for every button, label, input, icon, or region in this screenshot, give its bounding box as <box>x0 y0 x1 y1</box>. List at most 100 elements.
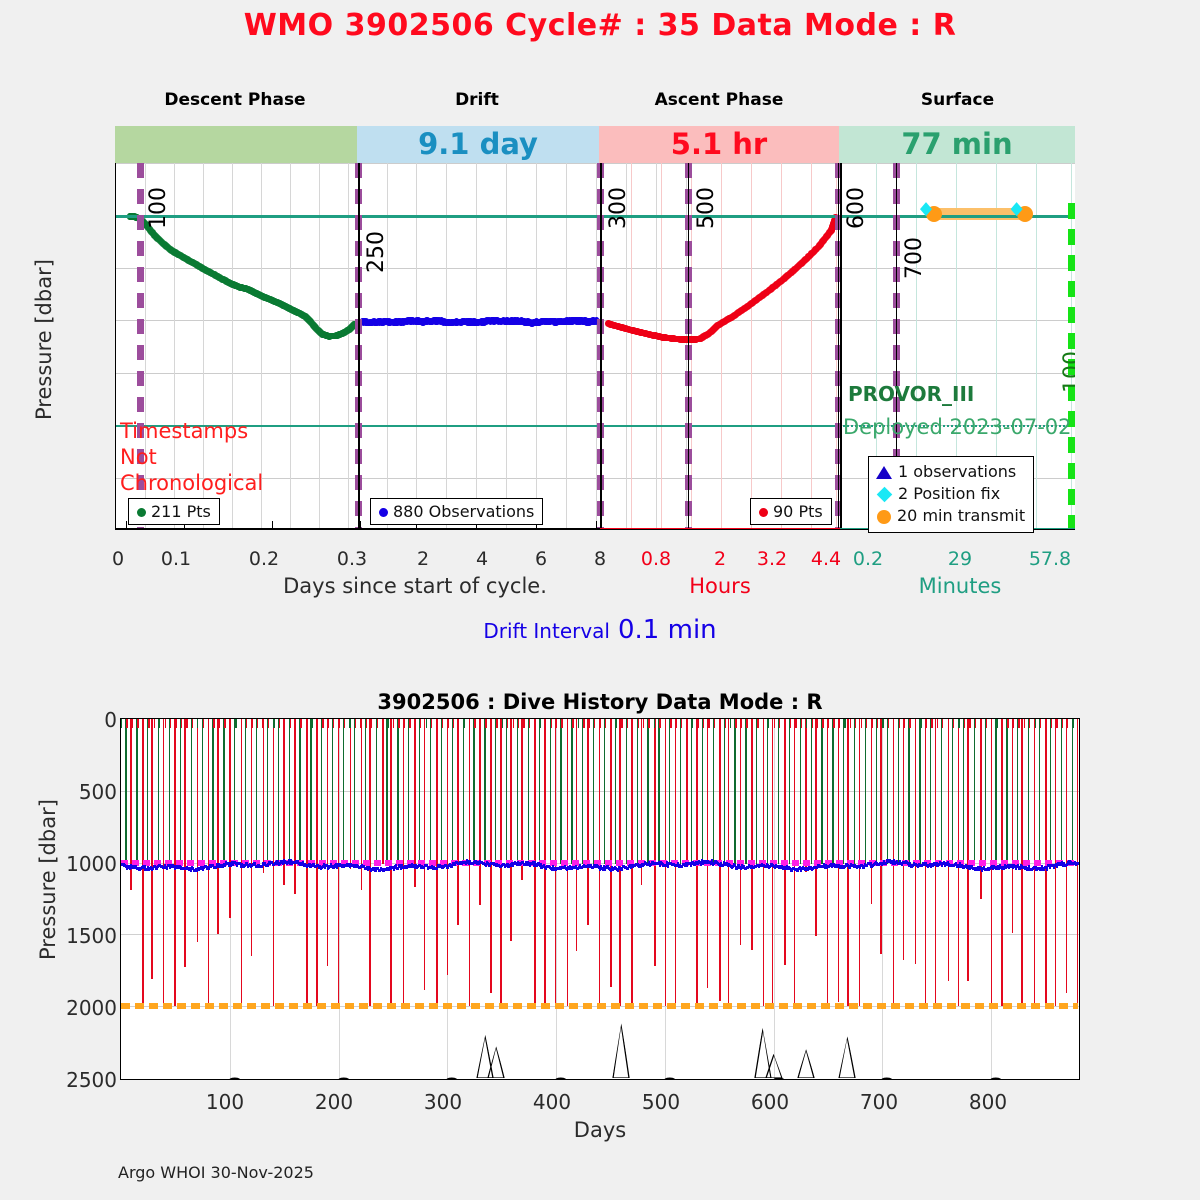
cycle-number-label: 10 <box>226 1077 246 1079</box>
drift-trace-point <box>545 864 548 869</box>
cycle-tick <box>159 719 161 728</box>
drift-trace-point <box>236 863 239 867</box>
descent-line <box>560 719 562 864</box>
drift-trace-point <box>504 864 507 868</box>
drift-trace-point <box>602 867 605 871</box>
cycle-number-label: 40 <box>552 1077 572 1079</box>
cycle-tick <box>153 719 155 728</box>
drift-trace-point <box>891 861 894 865</box>
drift-trace-point <box>1061 861 1064 865</box>
cycle-tick <box>278 719 281 728</box>
drift-trace-point <box>366 868 370 872</box>
cycle-tick <box>844 719 846 728</box>
marker-label-600: 600 <box>844 187 869 229</box>
descent-line <box>353 719 356 864</box>
drift-trace-point <box>533 863 536 867</box>
ascent-line <box>196 719 199 942</box>
top-xtick-m1: 29 <box>947 548 973 570</box>
drift-trace-point <box>735 866 738 870</box>
drift-trace-point <box>676 862 679 866</box>
drift-trace-point <box>260 864 263 869</box>
drift-trace-point <box>369 866 372 871</box>
drift-trace-point <box>479 860 482 865</box>
drift-trace-point <box>617 868 620 872</box>
drift-trace-point <box>182 866 185 871</box>
descent-line <box>212 719 214 864</box>
drift-trace-point <box>240 864 243 868</box>
drift-trace-point <box>152 864 156 869</box>
ascent-line <box>880 719 882 955</box>
drift-trace-point <box>330 864 333 868</box>
drift-trace-point <box>754 864 757 868</box>
drift-trace-point <box>539 863 542 867</box>
gridline-v <box>566 163 567 529</box>
drift-trace-point <box>977 867 981 871</box>
cycle-tick <box>735 719 737 728</box>
cycle-tick <box>849 719 851 728</box>
drift-trace-point <box>667 864 670 868</box>
drift-trace-point <box>1055 864 1058 868</box>
ascent-line <box>457 719 459 926</box>
cycle-tick <box>1056 719 1058 728</box>
gridline-v-hours <box>691 163 692 529</box>
drift-trace-point <box>834 865 837 869</box>
descent-line <box>658 719 660 864</box>
drift-trace-point <box>525 862 528 867</box>
cycle-tick <box>267 719 270 728</box>
footer-text: Argo WHOI 30-Nov-2025 <box>118 1163 314 1182</box>
drift-trace-point <box>609 868 612 872</box>
gridline-v-hours <box>631 163 632 529</box>
cycle-tick <box>686 719 688 728</box>
marker-label-700: 700 <box>902 237 927 279</box>
bottom-xtick-4: 500 <box>641 1090 681 1114</box>
drift-trace-point <box>577 866 580 870</box>
drift-trace-point <box>751 864 754 869</box>
ascent-line <box>751 719 753 950</box>
cycle-tick <box>1072 719 1074 728</box>
cycle-tick <box>643 719 645 728</box>
cycle-tick <box>420 719 422 728</box>
cycle-tick <box>425 719 427 728</box>
ascent-line <box>640 719 643 886</box>
cycle-tick <box>963 719 966 728</box>
cycle-tick <box>887 719 890 728</box>
descent-line <box>875 719 878 864</box>
descent-line <box>864 719 867 864</box>
drift-trace-point <box>477 861 480 865</box>
ascent-line <box>283 719 285 885</box>
drift-trace-point <box>292 860 295 865</box>
cycle-tick <box>191 719 194 728</box>
drift-trace-point <box>1068 860 1071 864</box>
gridline-v <box>476 163 477 529</box>
drift-trace-point <box>700 862 703 866</box>
drift-trace-point <box>308 863 311 867</box>
drift-trace-point <box>666 861 669 865</box>
cycle-tick <box>952 719 955 728</box>
cycle-tick <box>284 719 286 728</box>
drift-trace-point <box>1007 865 1010 870</box>
drift-trace-point <box>1015 866 1018 870</box>
drift-trace-point <box>306 864 309 869</box>
descent-line <box>973 719 975 864</box>
descent-line <box>995 719 997 864</box>
drift-trace-point <box>540 865 543 869</box>
drift-trace-point <box>646 862 650 867</box>
cycle-tick <box>670 719 672 728</box>
descent-line <box>386 719 388 864</box>
cycle-tick <box>295 719 297 728</box>
drift-trace-point <box>335 863 338 867</box>
bottom-xtick-0: 100 <box>205 1090 245 1114</box>
drift-trace-point <box>544 866 547 870</box>
drift-trace-point <box>621 867 624 871</box>
drift-trace-point <box>372 867 375 871</box>
gridline-v <box>882 719 884 1079</box>
cycle-tick <box>354 719 357 728</box>
drift-trace-point <box>586 864 589 869</box>
descent-line <box>614 719 617 864</box>
drift-trace-point <box>534 861 537 865</box>
descent-line <box>125 719 127 864</box>
drift-trace-point <box>597 865 601 870</box>
ascent-line <box>479 719 481 905</box>
drift-trace-point <box>457 861 460 866</box>
drift-trace-point <box>958 862 961 866</box>
